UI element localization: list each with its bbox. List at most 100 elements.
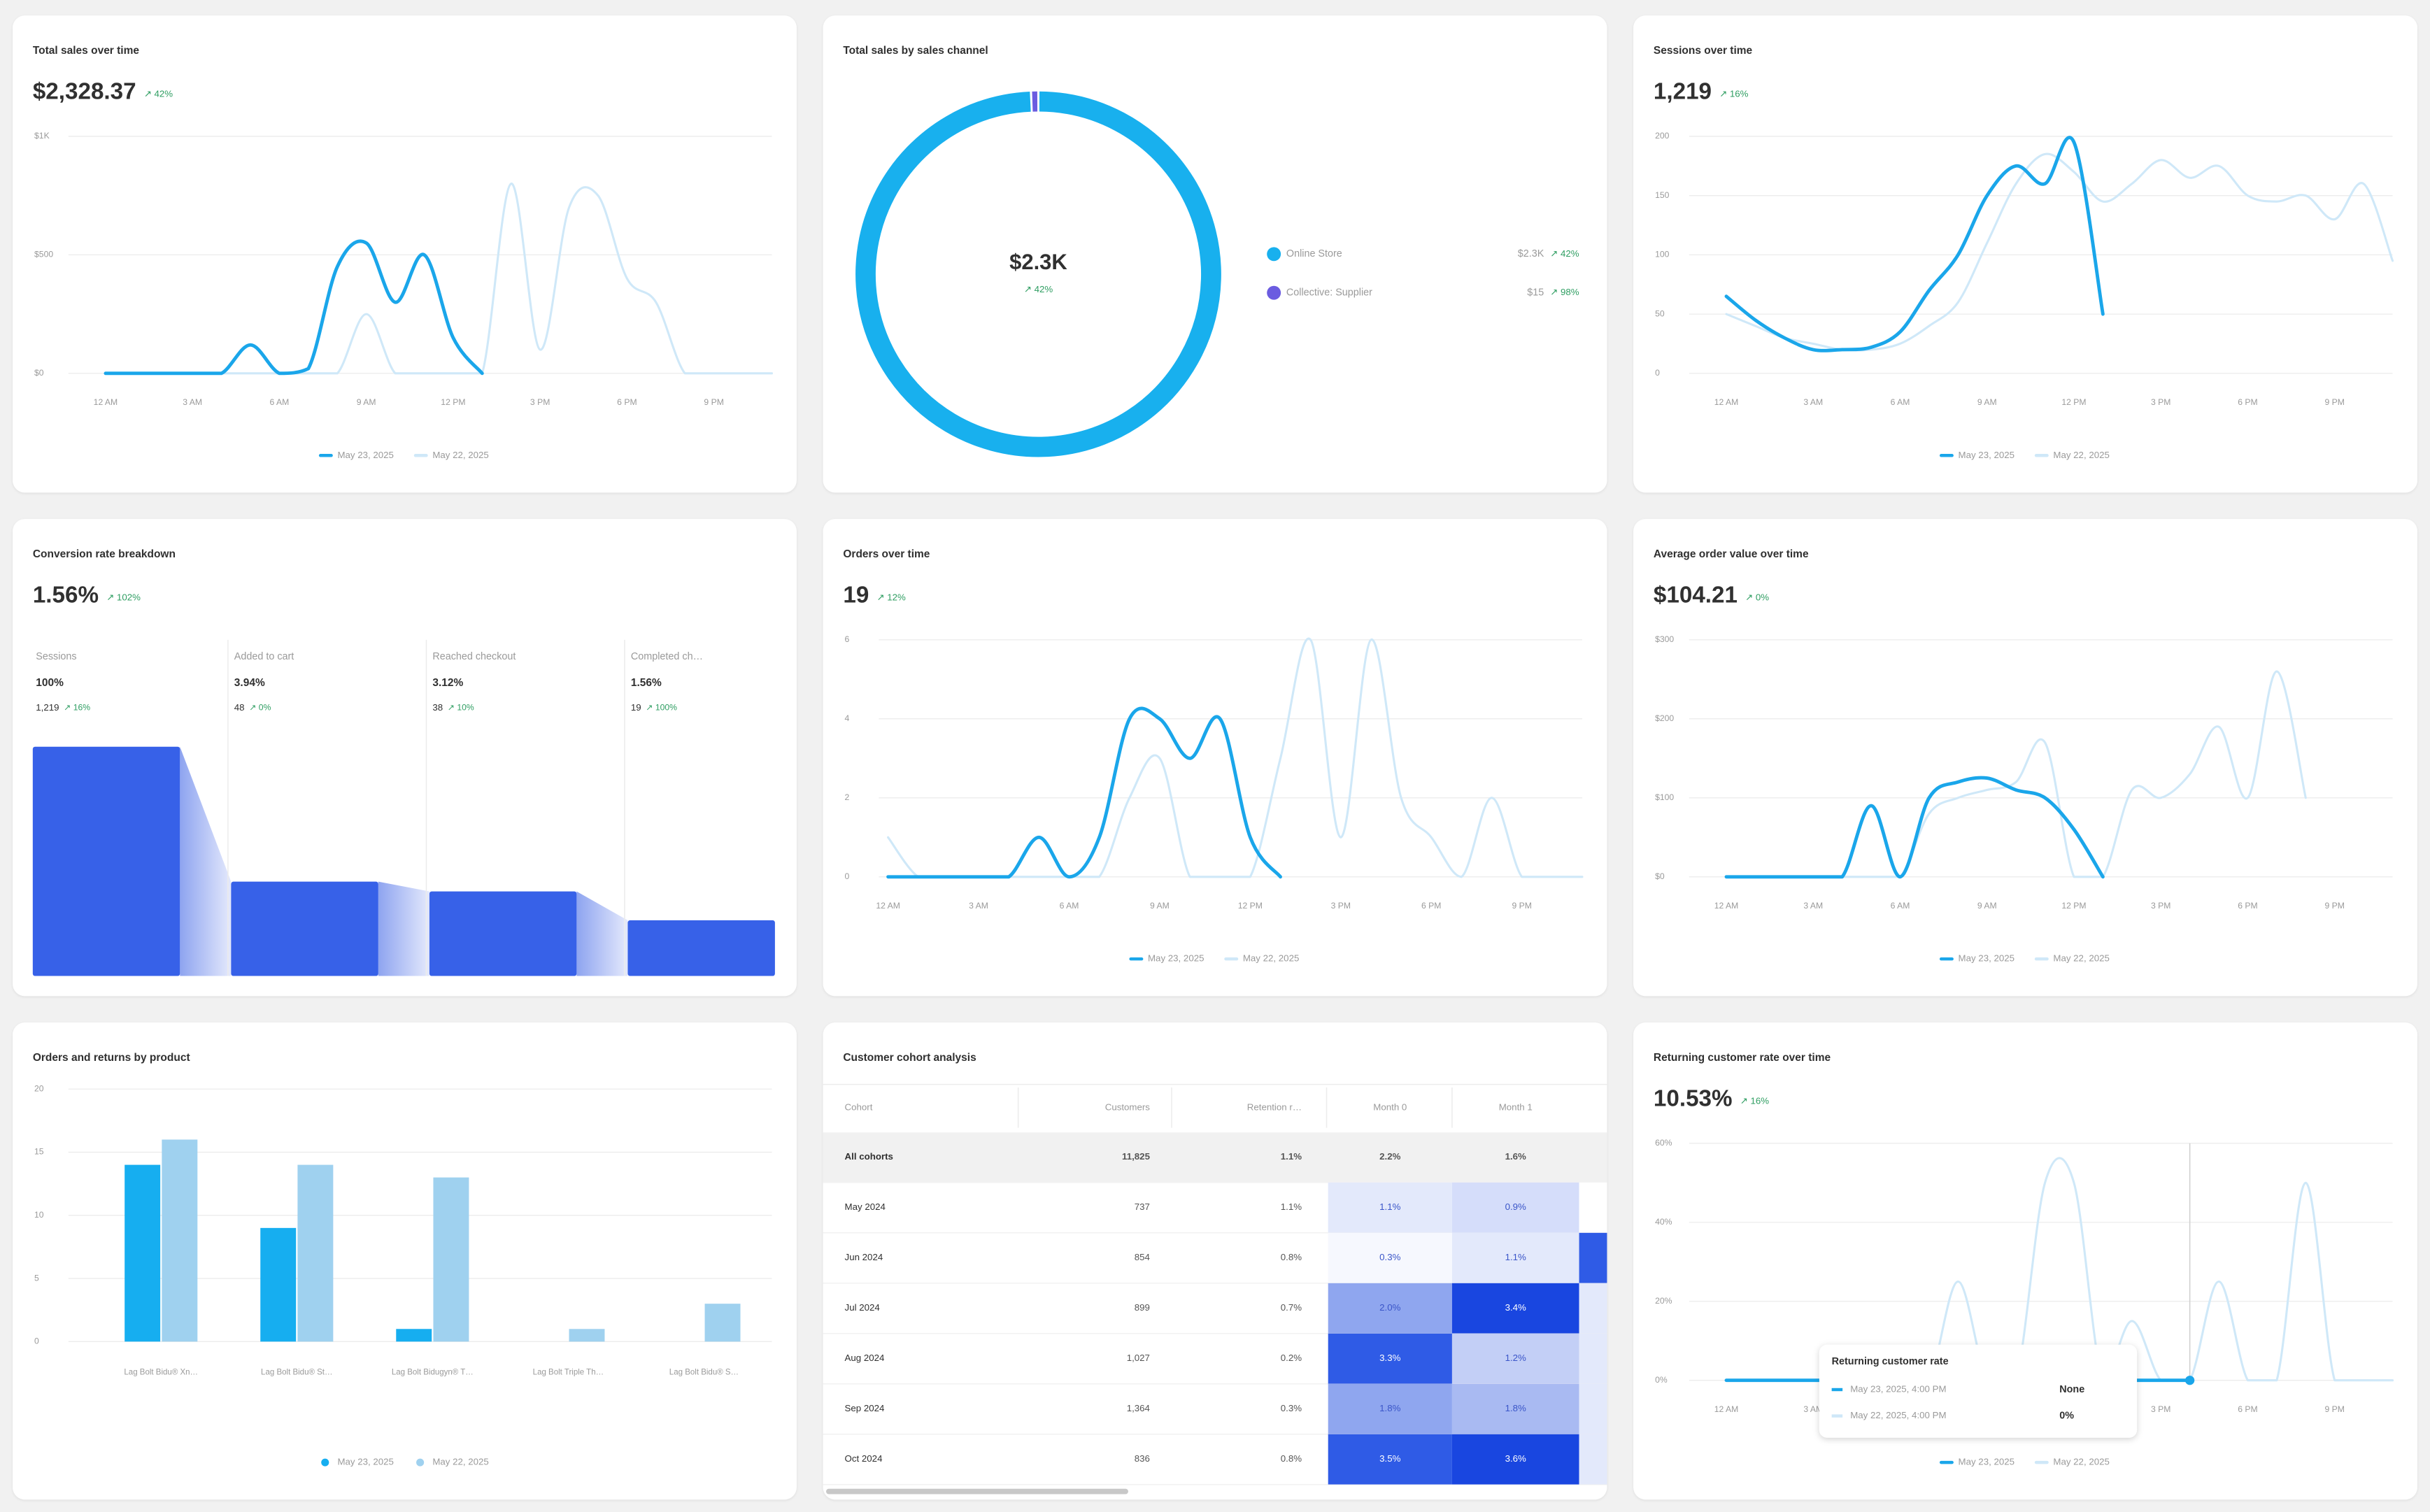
table-cell: 1.1% bbox=[1379, 1201, 1400, 1212]
y-tick-label: 5 bbox=[34, 1273, 39, 1283]
metric-change: ↗ 12% bbox=[876, 592, 906, 603]
legend-swatch bbox=[416, 1458, 425, 1467]
legend-label: May 23, 2025 bbox=[1148, 953, 1204, 964]
series-line bbox=[887, 637, 1584, 878]
metric-value: 1,219 bbox=[1654, 79, 1712, 105]
funnel-bar bbox=[32, 746, 180, 976]
legend-label: May 23, 2025 bbox=[337, 1457, 393, 1467]
summary-row-bg bbox=[823, 1132, 1607, 1183]
x-tick-label: 6 AM bbox=[1891, 397, 1910, 407]
tooltip-title: Returning customer rate bbox=[1832, 1356, 1949, 1367]
heat-cell bbox=[1579, 1283, 1607, 1334]
center-label: $2.3K bbox=[1009, 250, 1067, 274]
card-title: Total sales over time bbox=[33, 45, 140, 57]
card-bg bbox=[823, 519, 1607, 997]
x-tick-label: 9 PM bbox=[2324, 901, 2344, 911]
legend-item: May 22, 2025 bbox=[1224, 953, 1299, 964]
bar bbox=[297, 1164, 334, 1342]
table-cell: 0.2% bbox=[1281, 1353, 1302, 1363]
table-cell: Jul 2024 bbox=[845, 1302, 880, 1313]
card: Average order value over time $104.21 ↗ 0%… bbox=[1633, 519, 2417, 997]
step-rate: 1.56% bbox=[631, 677, 662, 689]
series-line bbox=[1724, 136, 2105, 352]
heat-cell bbox=[1579, 1434, 1607, 1485]
legend-change: ↗ 42% bbox=[1550, 248, 1579, 259]
y-tick-label: $0 bbox=[34, 368, 44, 378]
table-cell: 0.7% bbox=[1281, 1302, 1302, 1313]
x-tick-label: 3 AM bbox=[1803, 397, 1823, 407]
x-tick-label: 9 PM bbox=[1512, 901, 1531, 911]
x-tick-label: 12 AM bbox=[1714, 901, 1739, 911]
x-tick-label: 6 AM bbox=[1060, 901, 1079, 911]
y-tick-label: 4 bbox=[845, 713, 850, 723]
card-title: Returning customer rate over time bbox=[1654, 1052, 1831, 1064]
x-tick-label: 6 PM bbox=[617, 397, 637, 407]
y-tick-label: 20% bbox=[1655, 1296, 1672, 1306]
legend-item: May 23, 2025 bbox=[1939, 953, 2015, 964]
legend-value: $15 bbox=[1527, 287, 1544, 298]
table-cell: 1.1% bbox=[1505, 1252, 1526, 1262]
table-cell: Aug 2024 bbox=[845, 1353, 885, 1363]
y-tick-label: 200 bbox=[1655, 131, 1670, 141]
y-tick-label: 40% bbox=[1655, 1217, 1672, 1227]
legend-label: May 22, 2025 bbox=[2053, 450, 2109, 460]
x-tick-label: 12 AM bbox=[1714, 397, 1739, 407]
column-header: Cohort bbox=[845, 1101, 873, 1112]
metric-value: $104.21 bbox=[1654, 583, 1738, 608]
x-tick-label: 9 PM bbox=[2324, 1404, 2344, 1414]
step-count: 1,219 bbox=[36, 702, 59, 713]
legend-label: May 22, 2025 bbox=[432, 1457, 488, 1467]
card-title: Orders and returns by product bbox=[33, 1052, 190, 1064]
y-tick-label: $500 bbox=[34, 250, 53, 259]
legend-item: May 23, 2025 bbox=[318, 450, 394, 460]
card-bg bbox=[13, 1022, 797, 1500]
metric-change: ↗ 0% bbox=[1745, 592, 1769, 603]
center-change: ↗ 42% bbox=[1024, 284, 1053, 294]
x-tick-label: 12 AM bbox=[1714, 1404, 1739, 1414]
tooltip: Returning customer rate May 23, 2025, 4:0… bbox=[1819, 1344, 2138, 1438]
heat-cell bbox=[1579, 1333, 1607, 1384]
card-title: Orders over time bbox=[843, 548, 930, 560]
x-tick-label: 9 AM bbox=[1977, 901, 1997, 911]
step-name: Completed ch… bbox=[631, 651, 703, 662]
x-tick-label: 12 AM bbox=[876, 901, 900, 911]
legend-swatch bbox=[321, 1458, 329, 1467]
heat-cell bbox=[1328, 1333, 1452, 1384]
heat-cell bbox=[1579, 1383, 1607, 1434]
metric-change: ↗ 42% bbox=[144, 89, 173, 99]
bar bbox=[125, 1164, 161, 1342]
legend-item: May 23, 2025 bbox=[1129, 953, 1204, 964]
y-tick-label: 0 bbox=[845, 871, 850, 881]
step-name: Added to cart bbox=[234, 651, 294, 662]
legend-label: May 23, 2025 bbox=[1959, 953, 2015, 964]
metric-change: ↗ 102% bbox=[106, 592, 141, 603]
y-tick-label: $0 bbox=[1655, 871, 1665, 881]
card: Total sales by sales channel $2.3K ↗ 42% On… bbox=[823, 15, 1607, 493]
y-tick-label: $200 bbox=[1655, 713, 1674, 723]
funnel-connector bbox=[576, 891, 628, 976]
legend-item: May 22, 2025 bbox=[2034, 450, 2110, 460]
y-tick-label: 60% bbox=[1655, 1138, 1672, 1148]
x-tick-label: 12 PM bbox=[1238, 901, 1263, 911]
card-title: Customer cohort analysis bbox=[843, 1052, 976, 1064]
y-tick-label: 6 bbox=[845, 634, 850, 644]
x-tick-label: 3 AM bbox=[1803, 1404, 1823, 1414]
metric-change: ↗ 16% bbox=[1740, 1095, 1770, 1106]
x-tick-label: 3 AM bbox=[969, 901, 988, 911]
card: Sessions over time 1,219 ↗ 16% 0 50 100 150 200… bbox=[1633, 15, 2417, 493]
legend-item: May 22, 2025 bbox=[413, 450, 489, 460]
card: Returning customer rate over time 10.53% ↗… bbox=[1633, 1022, 2417, 1500]
step-name: Sessions bbox=[36, 651, 76, 662]
x-tick-label: 12 PM bbox=[2061, 397, 2086, 407]
x-tick-label: 9 PM bbox=[2324, 397, 2344, 407]
x-tick-label: Lag Bolt Bidu® Xn… bbox=[124, 1369, 198, 1377]
x-tick-label: 3 AM bbox=[183, 397, 202, 407]
tooltip-label: May 23, 2025, 4:00 PM bbox=[1850, 1384, 1946, 1395]
legend-label: May 22, 2025 bbox=[1243, 953, 1299, 964]
step-rate: 3.12% bbox=[432, 677, 463, 689]
card: Orders over time 19 ↗ 12% 0 2 4 6 12 AM 3 AM 6 AM… bbox=[823, 519, 1607, 997]
table-cell: 836 bbox=[1135, 1453, 1150, 1464]
funnel-connector bbox=[378, 881, 429, 976]
